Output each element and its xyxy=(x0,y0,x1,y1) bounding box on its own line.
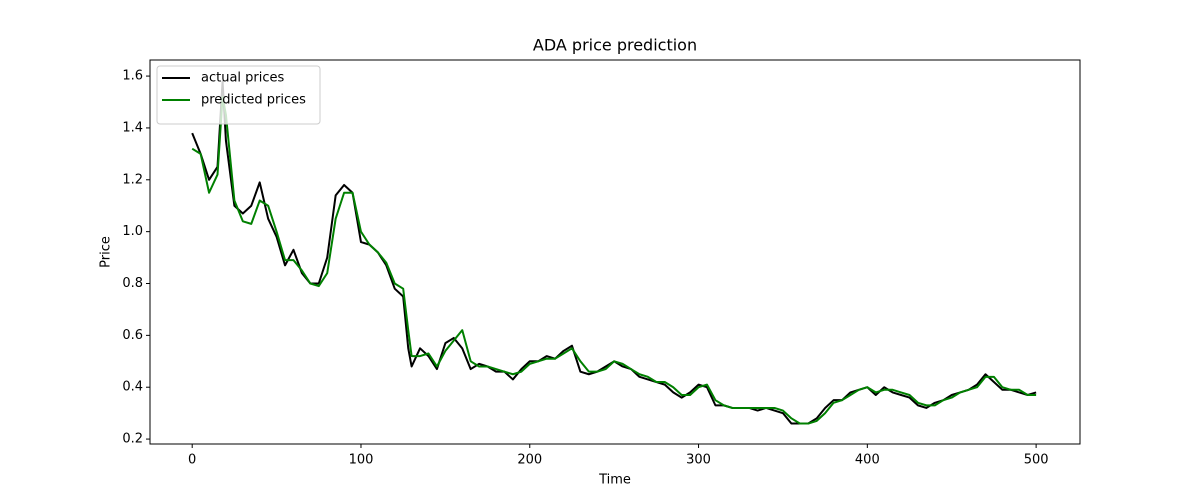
y-tick-label: 1.4 xyxy=(122,120,143,135)
chart-title: ADA price prediction xyxy=(533,36,697,55)
series-line xyxy=(191,80,1037,425)
legend-label: predicted prices xyxy=(201,93,306,108)
legend-label: actual prices xyxy=(201,71,285,86)
x-tick-label: 500 xyxy=(1024,453,1049,468)
x-tick-label: 100 xyxy=(349,453,374,468)
x-tick-label: 200 xyxy=(517,453,542,468)
y-tick-label: 1.6 xyxy=(122,69,143,84)
x-tick-label: 300 xyxy=(686,453,711,468)
y-tick-label: 1.2 xyxy=(122,172,143,187)
y-axis-label: Price xyxy=(99,236,114,268)
series-line xyxy=(191,95,1037,425)
x-tick-label: 0 xyxy=(188,453,196,468)
y-tick-label: 1.0 xyxy=(122,224,143,239)
plot-frame xyxy=(149,59,1081,445)
y-tick-label: 0.6 xyxy=(122,328,143,343)
x-tick-label: 400 xyxy=(855,453,880,468)
y-tick-label: 0.2 xyxy=(122,432,143,447)
x-axis-label: Time xyxy=(598,473,631,488)
legend-box xyxy=(156,65,321,125)
y-tick-label: 0.4 xyxy=(122,380,143,395)
y-tick-label: 0.8 xyxy=(122,276,143,291)
